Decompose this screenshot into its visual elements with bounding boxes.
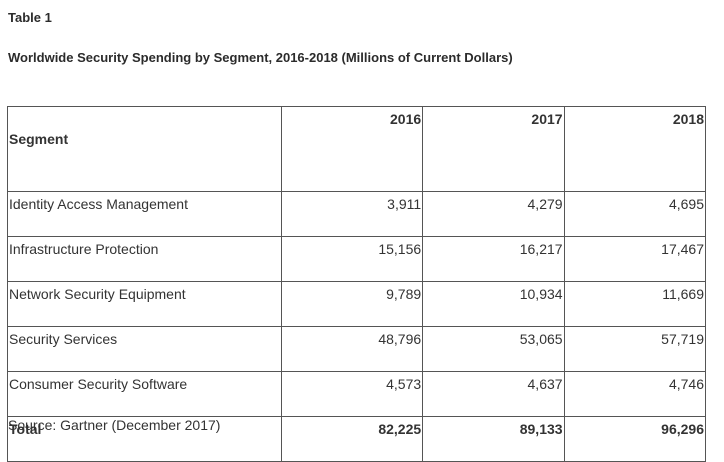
table-row: Identity Access Management 3,911 4,279 4…: [7, 191, 707, 237]
table-label: Table 1: [8, 10, 52, 25]
column-header-2018: 2018: [563, 106, 707, 192]
value-cell-2018: 11,669: [563, 281, 707, 327]
value-cell-2018: 4,746: [563, 371, 707, 417]
table-header-row: Segment 2016 2017 2018: [7, 106, 707, 192]
value-cell-2018: 57,719: [563, 326, 707, 372]
table-row: Infrastructure Protection 15,156 16,217 …: [7, 236, 707, 282]
value-cell-2017: 16,217: [422, 236, 565, 282]
segment-cell: Infrastructure Protection: [7, 236, 282, 282]
table-row: Security Services 48,796 53,065 57,719: [7, 326, 707, 372]
value-cell-2016: 3,911: [280, 191, 424, 237]
value-cell-2018: 17,467: [563, 236, 707, 282]
value-cell-2016: 4,573: [280, 371, 424, 417]
value-cell-2017: 10,934: [422, 281, 565, 327]
column-header-2016: 2016: [280, 106, 424, 192]
segment-cell: Network Security Equipment: [7, 281, 282, 327]
value-cell-2018: 4,695: [563, 191, 707, 237]
column-header-2017: 2017: [422, 106, 565, 192]
total-cell-2017: 89,133: [422, 416, 565, 462]
value-cell-2016: 48,796: [280, 326, 424, 372]
value-cell-2017: 4,279: [422, 191, 565, 237]
segment-cell: Consumer Security Software: [7, 371, 282, 417]
segment-cell: Identity Access Management: [7, 191, 282, 237]
table-row: Consumer Security Software 4,573 4,637 4…: [7, 371, 707, 417]
column-header-segment: Segment: [7, 106, 282, 192]
security-spending-table: Segment 2016 2017 2018 Identity Access M…: [7, 106, 707, 462]
source-note: Source: Gartner (December 2017): [8, 417, 221, 433]
segment-cell: Security Services: [7, 326, 282, 372]
value-cell-2017: 53,065: [422, 326, 565, 372]
value-cell-2017: 4,637: [422, 371, 565, 417]
table-row: Network Security Equipment 9,789 10,934 …: [7, 281, 707, 327]
total-cell-2018: 96,296: [563, 416, 707, 462]
value-cell-2016: 9,789: [280, 281, 424, 327]
value-cell-2016: 15,156: [280, 236, 424, 282]
total-cell-2016: 82,225: [280, 416, 424, 462]
table-title: Worldwide Security Spending by Segment, …: [8, 50, 513, 65]
